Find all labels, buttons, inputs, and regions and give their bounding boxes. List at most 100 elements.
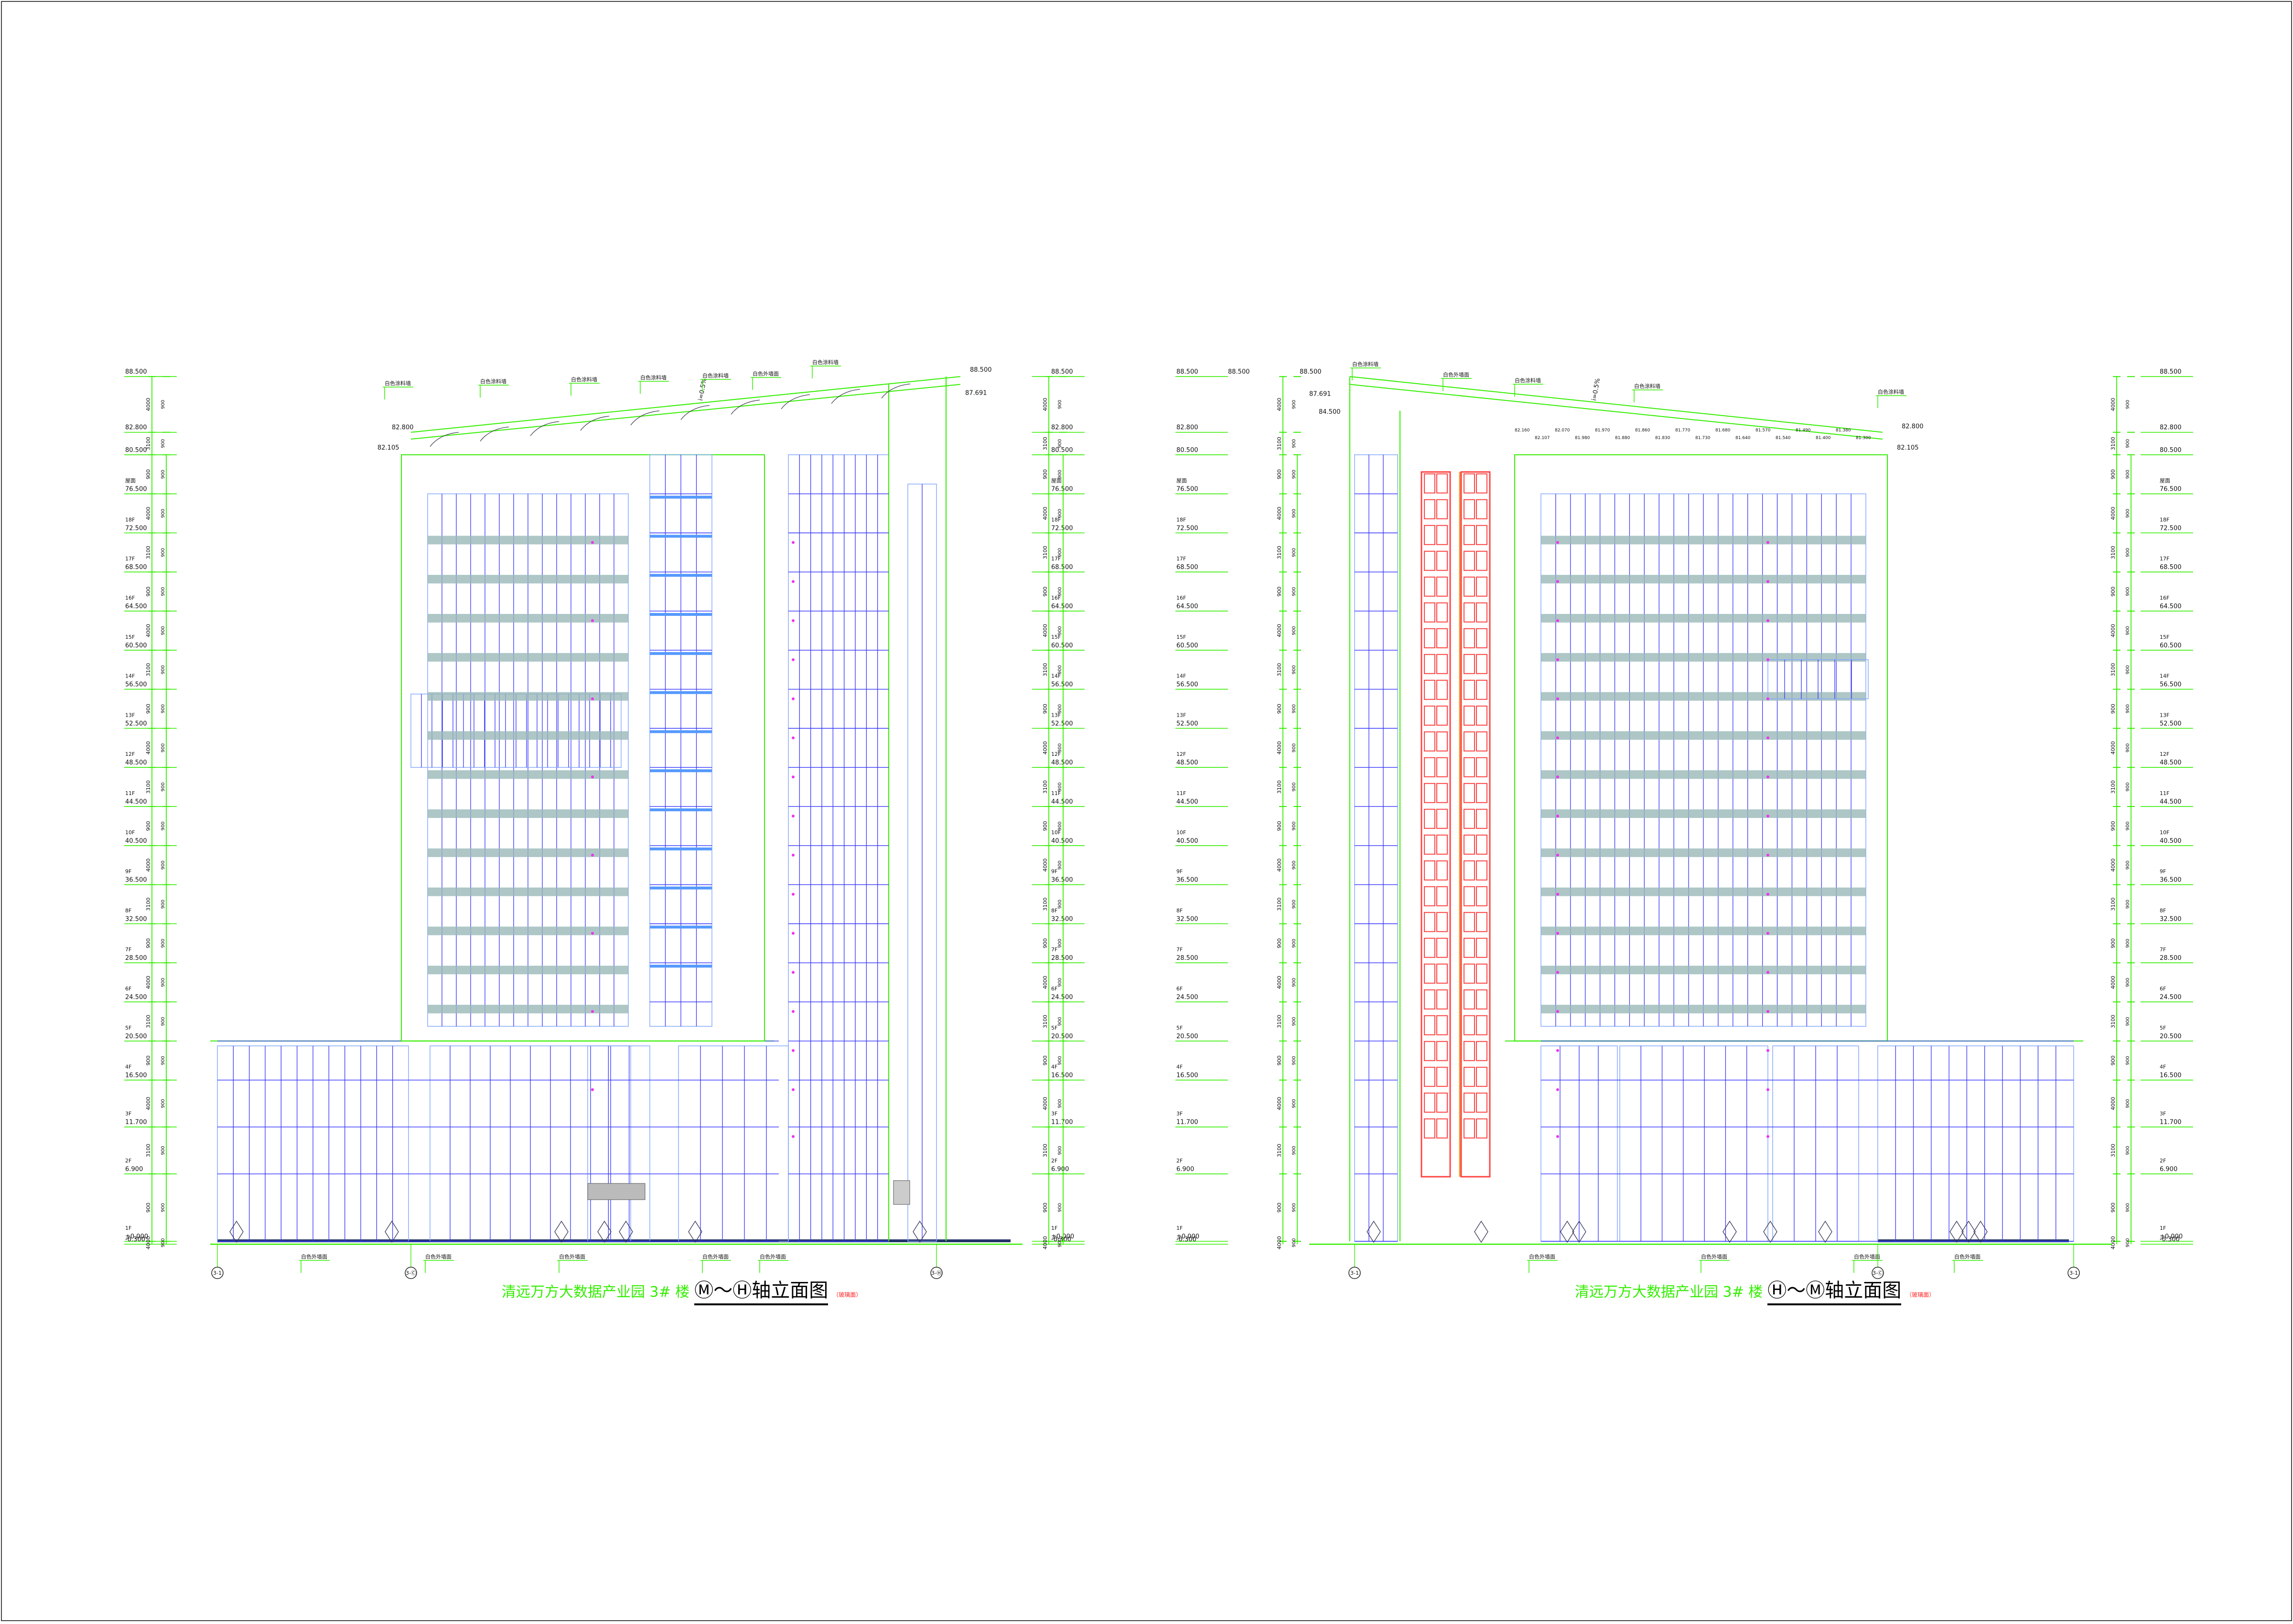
e1-left-elev-label: 76.500: [125, 486, 147, 493]
e1-right-elev-label: 82.800: [1051, 424, 1073, 431]
e1-right-floor-label: 1F: [1051, 1225, 1057, 1231]
e1-left-dim-label: 3100: [145, 1144, 151, 1157]
e2-left-dim-label: 3100: [1276, 663, 1282, 677]
e2-right-dim-label: 900: [2110, 1055, 2116, 1065]
e2-slope-text: i=0.5%: [1591, 378, 1602, 401]
e2-right-dim-label: 4000: [2110, 1236, 2116, 1249]
e2-core-window: [1436, 963, 1448, 984]
e1-right-elev-label: 24.500: [1051, 994, 1073, 1001]
e2-entrance-door: [1949, 1220, 1964, 1243]
e2-core-window: [1436, 731, 1448, 752]
e1-left-floor-label: 3F: [125, 1111, 131, 1117]
e1-accent-dot: [591, 541, 594, 544]
e2-ground-band: [1878, 1239, 2069, 1242]
e1-right-elev-label: 52.500: [1051, 720, 1073, 727]
e1-left-dim-label: 4000: [145, 398, 151, 411]
e1-accent-dot: [591, 697, 594, 700]
e1-right-floor-label: 5F: [1051, 1025, 1057, 1031]
e2-left-elev-label: 36.500: [1176, 877, 1198, 884]
e1-shaft-glazing-frame: [788, 454, 889, 1242]
e2-core-window: [1476, 808, 1487, 829]
e2-core-window: [1464, 628, 1475, 648]
e1-tower-louvers-band: [428, 809, 628, 818]
e1-accent-dot: [792, 541, 795, 544]
e2-left-elev-label: 76.500: [1176, 486, 1198, 493]
e2-left-elev-label: 24.500: [1176, 994, 1198, 1001]
e1-left-dim-label: 900: [161, 439, 166, 448]
e1-right-floor-label: 7F: [1051, 946, 1057, 953]
elevation-1-title-prefix: 清远万方大数据产业园 3# 楼: [502, 1284, 690, 1301]
e1-left-elev-label: 80.500: [125, 447, 147, 454]
e2-roof-level-roof2: 84.500: [1319, 409, 1341, 416]
e2-tower-louvers-band: [1541, 770, 1866, 779]
e2-right-dim-label: 4000: [2110, 859, 2116, 872]
e1-shaft-glazing-2: [907, 484, 937, 1242]
e2-core-window: [1436, 912, 1448, 932]
e2-right-floor-label: 屋面: [2160, 478, 2170, 484]
e2-accent-dot: [1766, 1135, 1769, 1138]
e2-left-dim-label: 4000: [1276, 976, 1282, 989]
e2-roof-level-tier: 87.691: [1309, 391, 1331, 398]
e2-left-dim-label: 4000: [1276, 398, 1282, 411]
e2-left-dim-label: 3100: [1276, 1144, 1282, 1157]
e2-right-dim-label: 900: [2110, 1203, 2116, 1213]
e1-right-elev-label: 76.500: [1051, 486, 1073, 493]
e2-right-elev-label: 32.500: [2160, 915, 2182, 923]
e2-core-window: [1436, 1092, 1448, 1113]
e1-left-dim-label: 900: [145, 938, 151, 948]
e1-left-floor-label: 8F: [125, 907, 131, 914]
e2-core-window: [1436, 705, 1448, 726]
e2-right-dim-label: 900: [2125, 783, 2131, 792]
e1-left-dim-label: 900: [145, 1203, 151, 1213]
e1-core-slab: [650, 965, 712, 968]
e2-left-elev-label: -0.300: [1176, 1236, 1196, 1243]
e2-core-window: [1436, 860, 1448, 881]
e1-entrance-door: [913, 1220, 927, 1243]
e1-entrance-door: [554, 1220, 569, 1243]
e2-accent-dot: [1556, 1088, 1559, 1091]
e1-right-dim-label: 900: [1057, 978, 1063, 987]
e2-core-window: [1436, 989, 1448, 1010]
e2-core-window: [1476, 834, 1487, 855]
e2-tower-louvers-band: [1541, 926, 1866, 936]
e1-right-dim-label: 900: [1057, 470, 1063, 479]
e2-right-elev-label: 80.500: [2160, 447, 2182, 454]
e1-core-slab: [650, 495, 712, 499]
e2-left-dim-label: 900: [1292, 400, 1297, 409]
e2-callout: 白色外墙面: [1441, 371, 1472, 391]
e1-axis-bubble-label: 3-Ⓗ: [931, 1270, 942, 1276]
e2-core-window: [1476, 628, 1487, 648]
e2-left-elev-label: 48.500: [1176, 759, 1198, 766]
e1-accent-dot: [591, 619, 594, 622]
e2-right-elev-label: 6.900: [2160, 1166, 2177, 1173]
e2-left-dim-label: 900: [1292, 704, 1297, 713]
e1-left-floor-label: 18F: [125, 516, 135, 523]
e2-core-window: [1424, 783, 1435, 803]
e1-right-dim-label: 3100: [1042, 546, 1048, 559]
e2-left-floor-label: 4F: [1176, 1064, 1183, 1070]
e2-tower-projection: [1767, 659, 1869, 699]
e1-entrance-door: [385, 1220, 399, 1243]
e2-right-dim-label: 4000: [2110, 506, 2116, 520]
e1-callout-label: 白色涂料墙: [480, 378, 506, 385]
e2-accent-dot: [1556, 736, 1559, 740]
e1-left-elev-label: 56.500: [125, 681, 147, 688]
e2-core-window: [1464, 1041, 1475, 1061]
e1-accent-dot: [792, 853, 795, 857]
e1-right-dim-chain: 4000 900 3100 900 900 900 4000 900 3100 900 900 900…: [1042, 376, 1067, 1249]
e2-right-elev-label: 28.500: [2160, 955, 2182, 962]
e2-core-window: [1436, 886, 1448, 906]
e2-right-dim-label: 900: [2125, 1099, 2131, 1108]
e1-right-dim-label: 4000: [1042, 1097, 1048, 1110]
e2-right-dim-label: 3100: [2110, 897, 2116, 911]
e2-left-floor-label: 18F: [1176, 516, 1186, 523]
e2-right-elev-label: 48.500: [2160, 759, 2182, 766]
e1-roof-rib: [680, 405, 710, 420]
e2-tower-louvers-band: [1541, 731, 1866, 740]
e1-right-dim-label: 900: [1057, 509, 1063, 518]
e1-right-dim-label: 900: [1057, 821, 1063, 830]
e1-callout-label: 白色外墙面: [753, 370, 779, 377]
e1-right-dim-label: 900: [1042, 1203, 1048, 1213]
e2-tower-louvers-band: [1541, 613, 1866, 623]
e1-left-floor-label: 16F: [125, 595, 135, 601]
